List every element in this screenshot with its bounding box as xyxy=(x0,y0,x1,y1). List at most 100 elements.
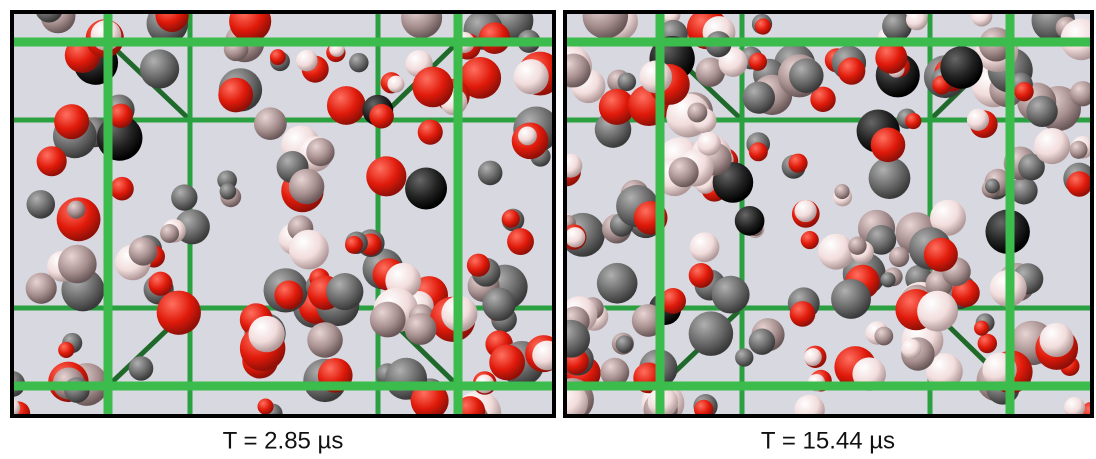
atom xyxy=(369,104,394,129)
atom xyxy=(838,57,865,84)
atom xyxy=(871,128,906,163)
atom xyxy=(129,356,154,381)
atom xyxy=(249,316,285,352)
atom xyxy=(129,237,158,266)
atom xyxy=(467,254,490,277)
atom xyxy=(54,104,89,139)
atom xyxy=(901,339,921,359)
atom xyxy=(552,320,590,358)
atom xyxy=(788,154,807,173)
atom xyxy=(1040,323,1074,357)
atom xyxy=(971,5,992,26)
atom xyxy=(418,120,443,145)
atom xyxy=(327,86,366,125)
atom xyxy=(296,50,318,72)
atom xyxy=(140,49,179,88)
atom xyxy=(1014,82,1033,101)
atom xyxy=(157,291,201,335)
atom xyxy=(834,184,849,199)
atom xyxy=(818,234,854,270)
atom xyxy=(489,345,525,381)
atom xyxy=(749,53,767,71)
atom xyxy=(743,81,775,113)
figure: T = 2.85 µs T = 15.44 µs xyxy=(0,0,1096,459)
atom xyxy=(482,288,515,321)
atom xyxy=(478,161,503,186)
atom xyxy=(874,327,893,346)
atom xyxy=(940,46,983,89)
page: T = 2.85 µs T = 15.44 µs (() => { const … xyxy=(0,0,1096,459)
atom xyxy=(735,348,753,366)
atom xyxy=(257,399,273,415)
atom xyxy=(889,247,909,267)
atom xyxy=(712,276,750,314)
atom xyxy=(405,313,437,345)
atom xyxy=(869,157,911,199)
atom xyxy=(1070,141,1088,159)
atom xyxy=(254,107,287,140)
atom xyxy=(270,49,286,65)
atom xyxy=(58,245,97,284)
atom xyxy=(349,53,368,72)
atom xyxy=(171,184,197,210)
atom xyxy=(749,328,775,354)
atom xyxy=(881,272,896,287)
atom xyxy=(345,236,363,254)
atom xyxy=(924,238,958,272)
atom xyxy=(985,179,1000,194)
atom xyxy=(669,157,699,187)
atom xyxy=(790,301,816,327)
atom xyxy=(697,132,721,156)
caption: T = 2.85 µs xyxy=(223,427,344,454)
atom xyxy=(387,76,404,93)
atom xyxy=(160,224,179,243)
atom xyxy=(413,67,454,108)
atom xyxy=(616,335,634,353)
atom xyxy=(289,230,329,270)
atom xyxy=(689,311,734,356)
atom xyxy=(687,103,707,123)
atom xyxy=(370,302,406,338)
atom xyxy=(565,227,585,247)
atom xyxy=(1067,171,1092,196)
atom xyxy=(307,322,343,358)
atom xyxy=(229,0,271,42)
atom xyxy=(1026,96,1057,127)
atom xyxy=(306,138,334,166)
atom xyxy=(110,177,134,201)
atom xyxy=(917,291,958,332)
atom xyxy=(978,334,997,353)
atom xyxy=(735,206,765,236)
atom xyxy=(502,210,520,228)
atom xyxy=(689,263,714,288)
atom xyxy=(405,168,447,210)
atom xyxy=(974,321,989,336)
atom xyxy=(557,54,591,88)
atom xyxy=(218,78,253,113)
caption: T = 15.44 µs xyxy=(761,427,895,454)
atom xyxy=(597,263,638,304)
atom xyxy=(804,348,822,366)
atom xyxy=(801,231,819,249)
atom xyxy=(27,190,56,219)
atom xyxy=(532,341,562,371)
atom xyxy=(67,201,85,219)
atom xyxy=(795,200,817,222)
atom xyxy=(514,59,549,94)
atom xyxy=(831,279,871,319)
atom xyxy=(37,146,67,176)
atom xyxy=(274,281,303,310)
atom xyxy=(156,0,189,32)
atom xyxy=(967,109,989,131)
atom xyxy=(507,228,534,255)
atom xyxy=(789,58,824,93)
atom xyxy=(905,113,921,129)
atom xyxy=(148,272,172,296)
atom xyxy=(220,183,237,200)
atom xyxy=(289,169,324,204)
atom xyxy=(366,156,406,196)
atom xyxy=(794,395,825,426)
atom xyxy=(58,342,74,358)
atom xyxy=(518,126,537,145)
atom xyxy=(1034,128,1070,164)
